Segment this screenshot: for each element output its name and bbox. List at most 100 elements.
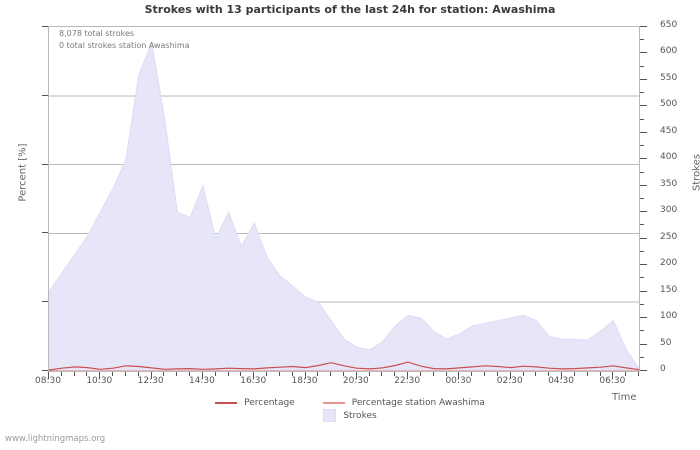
y-axis-right-tick-label: 500 [660, 99, 678, 110]
x-axis-tick-label: 02:30 [496, 376, 523, 386]
y-axis-right-tick-label: 0 [660, 364, 666, 374]
legend-swatch-percentage-station [322, 401, 345, 404]
x-axis-minor-tick [522, 372, 524, 376]
legend-swatch-percentage [215, 401, 238, 404]
y-axis-right-tick-label: 600 [660, 46, 678, 57]
y-axis-left-tick-mark [42, 301, 48, 303]
x-axis-minor-tick [432, 372, 434, 376]
legend-label-percentage: Percentage [244, 397, 295, 408]
x-axis-minor-tick [548, 372, 550, 376]
x-axis-minor-tick [573, 372, 575, 376]
y-axis-right-tick-label: 350 [660, 178, 678, 189]
legend-item-percentage-station[interactable]: Percentage station Awashima [322, 397, 485, 408]
y-axis-right-minor-tick [640, 39, 644, 41]
y-axis-right-tick-label: 400 [660, 152, 678, 163]
x-axis-tick-label: 06:30 [599, 376, 626, 386]
x-axis-tick-mark [304, 372, 306, 379]
y-axis-left-tick-mark [42, 163, 48, 165]
annotation-station-strokes: 0 total strokes station Awashima [59, 41, 190, 50]
x-axis-minor-tick [227, 372, 229, 376]
x-axis-minor-tick [471, 372, 473, 376]
x-axis-minor-tick [278, 372, 280, 376]
x-axis-tick-label: 00:30 [445, 376, 472, 386]
y-axis-right-tick-label: 100 [660, 311, 678, 322]
y-axis-right-tick-mark [640, 370, 647, 371]
y-axis-right-tick-label: 300 [660, 205, 678, 216]
y-axis-right-tick-mark [640, 343, 647, 345]
legend-item-strokes[interactable]: Strokes [323, 409, 377, 422]
y-axis-left-tick-mark [42, 232, 48, 234]
y-axis-right-tick-mark [640, 158, 647, 160]
x-axis-tick-mark [561, 372, 563, 379]
y-axis-right-minor-tick [640, 118, 644, 120]
legend-label-percentage-station: Percentage station Awashima [351, 397, 485, 408]
x-axis-tick-label: 14:30 [188, 376, 215, 386]
x-axis-tick-label: 04:30 [548, 376, 574, 386]
y-axis-right-tick-mark [640, 290, 647, 292]
y-axis-right-tick-mark [640, 131, 647, 133]
y-axis-right-tick-label: 200 [660, 258, 678, 269]
y-axis-right-minor-tick [640, 277, 644, 279]
x-axis-minor-tick [176, 372, 178, 376]
plot-area [48, 26, 640, 372]
x-axis-minor-tick [137, 372, 139, 376]
x-axis-tick-mark [355, 372, 357, 379]
x-axis-tick-mark [99, 372, 101, 379]
x-axis-minor-tick [445, 372, 447, 376]
y-axis-right-tick-label: 150 [660, 284, 678, 295]
y-axis-right-minor-tick [640, 198, 644, 199]
x-axis-minor-tick [496, 372, 498, 376]
x-axis-title: Time [612, 392, 637, 403]
x-axis-tick-label: 16:30 [240, 376, 267, 386]
legend-row-2: Strokes [0, 409, 700, 422]
y-axis-left-tick-mark [42, 94, 48, 96]
plot-canvas [49, 41, 639, 371]
x-axis-minor-tick [484, 372, 486, 376]
x-axis-minor-tick [625, 372, 627, 376]
y-axis-right-tick-mark [640, 184, 647, 186]
y-axis-right-minor-tick [640, 303, 644, 305]
x-axis-minor-tick [266, 372, 268, 376]
x-axis-tick-mark [253, 372, 255, 379]
site-watermark: www.lightningmaps.org [5, 434, 106, 444]
y-axis-right-minor-tick [640, 92, 644, 94]
y-axis-right-minor-tick [640, 145, 644, 147]
legend-swatch-strokes [323, 409, 337, 422]
x-axis-tick-mark [509, 372, 511, 379]
y-axis-right-tick-mark [640, 105, 647, 107]
y-axis-right-tick-mark [640, 317, 647, 319]
y-axis-right-tick-mark [640, 211, 647, 213]
x-axis-tick-label: 10:30 [86, 376, 113, 386]
y-axis-right-tick-label: 550 [660, 72, 678, 83]
y-axis-right-tick-label: 250 [660, 231, 678, 242]
x-axis-minor-tick [599, 372, 601, 376]
x-axis-minor-tick [214, 372, 216, 376]
y-axis-right-minor-tick [640, 65, 644, 67]
y-axis-right-minor-tick [640, 171, 644, 173]
x-axis-minor-tick [291, 372, 293, 376]
y-axis-right-tick-mark [640, 237, 647, 239]
legend-label-strokes: Strokes [343, 410, 377, 421]
x-axis-minor-tick [330, 372, 332, 376]
x-axis-tick-label: 18:30 [291, 376, 318, 386]
y-axis-right-minor-tick [640, 250, 644, 252]
x-axis-minor-tick [317, 372, 319, 376]
x-axis-minor-tick [638, 372, 639, 376]
x-axis-tick-mark [201, 372, 203, 379]
y-axis-right-tick-label: 450 [660, 125, 678, 136]
x-axis-minor-tick [381, 372, 383, 376]
y-axis-left-tick-mark [42, 370, 48, 371]
y-axis-right-tick-mark [640, 264, 647, 266]
y-axis-right-tick-label: 50 [660, 337, 672, 348]
y-axis-right-tick-mark [640, 52, 647, 54]
y-axis-left-tick-mark [42, 26, 48, 27]
chart-title: Strokes with 13 participants of the last… [144, 3, 556, 16]
y-axis-right-minor-tick [640, 356, 644, 358]
chart-legend: Percentage Percentage station Awashima S… [0, 396, 700, 422]
legend-item-percentage[interactable]: Percentage [215, 398, 295, 408]
x-axis-tick-label: 22:30 [394, 376, 421, 386]
x-axis-minor-tick [368, 372, 370, 376]
x-axis-minor-tick [240, 372, 242, 376]
y-axis-right-minor-tick [640, 224, 644, 226]
y-axis-right-minor-tick [640, 330, 644, 332]
